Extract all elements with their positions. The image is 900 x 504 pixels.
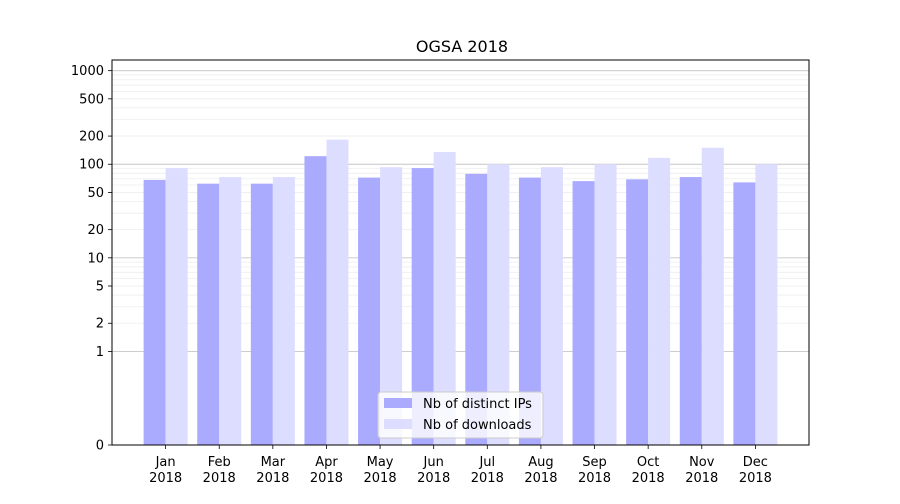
bar [733, 182, 756, 445]
axis-layer: Jan2018Feb2018Mar2018Apr2018May2018Jun20… [71, 59, 810, 486]
bar [143, 179, 166, 445]
y-tick-label: 1000 [71, 64, 104, 79]
bar [572, 181, 595, 445]
bar [648, 157, 671, 446]
bar [197, 183, 220, 445]
y-tick-label: 50 [87, 186, 104, 201]
x-tick-label-month: Jun [423, 455, 444, 470]
x-tick-label-year: 2018 [685, 471, 718, 486]
x-tick-label-month: Feb [208, 455, 231, 470]
bar-layer [143, 139, 778, 446]
x-tick-label-month: Sep [582, 455, 607, 470]
bar [250, 183, 273, 445]
x-tick-label-year: 2018 [632, 471, 665, 486]
x-tick-label-month: Dec [743, 455, 768, 470]
plot-frame [111, 59, 810, 446]
x-tick-label-month: May [367, 455, 394, 470]
x-tick-label-year: 2018 [203, 471, 236, 486]
bar [518, 177, 541, 446]
legend-box [377, 391, 544, 439]
y-tick-label: 2 [96, 317, 104, 332]
bar [326, 139, 349, 445]
legend-label: Nb of downloads [423, 418, 532, 433]
y-tick-label: 500 [79, 92, 104, 107]
y-tick-label: 1 [96, 345, 104, 360]
legend-label: Nb of distinct IPs [423, 397, 532, 412]
bar [701, 147, 724, 445]
bar [358, 177, 381, 446]
x-tick-label-month: Jul [478, 455, 495, 470]
x-tick-label-month: Nov [689, 455, 715, 470]
bar [380, 167, 403, 446]
x-tick-label-year: 2018 [524, 471, 557, 486]
y-tick-label: 0 [96, 439, 104, 454]
bar [626, 179, 649, 445]
legend: Nb of distinct IPs Nb of downloads [377, 391, 544, 439]
bar [165, 168, 188, 445]
bar [465, 173, 488, 446]
bar [540, 167, 563, 446]
x-tick-label-month: Apr [315, 455, 338, 470]
x-tick-label-year: 2018 [739, 471, 772, 486]
y-tick-label: 100 [79, 158, 104, 173]
bar [487, 164, 510, 445]
x-tick-label-month: Aug [528, 455, 553, 470]
bar [272, 177, 295, 446]
legend-swatch [384, 398, 412, 408]
y-tick-label: 200 [79, 130, 104, 145]
x-tick-label-year: 2018 [149, 471, 182, 486]
legend-swatch [384, 419, 412, 429]
bar [594, 164, 617, 445]
x-tick-label-year: 2018 [256, 471, 289, 486]
chart-title: OGSA 2018 [416, 37, 508, 56]
bar [755, 164, 778, 445]
x-tick-label-year: 2018 [578, 471, 611, 486]
x-tick-label-month: Jan [155, 455, 176, 470]
x-tick-label-year: 2018 [364, 471, 397, 486]
y-tick-label: 10 [87, 251, 104, 266]
bar [679, 177, 702, 446]
x-tick-label-year: 2018 [310, 471, 343, 486]
y-tick-label: 5 [96, 280, 104, 295]
bar [219, 177, 242, 446]
y-tick-label: 20 [87, 223, 104, 238]
x-tick-label-month: Oct [637, 455, 659, 470]
bar [433, 152, 456, 445]
x-tick-label-year: 2018 [417, 471, 450, 486]
bar [411, 168, 434, 445]
x-tick-label-month: Mar [261, 455, 286, 470]
x-tick-label-year: 2018 [471, 471, 504, 486]
bar [304, 156, 327, 445]
